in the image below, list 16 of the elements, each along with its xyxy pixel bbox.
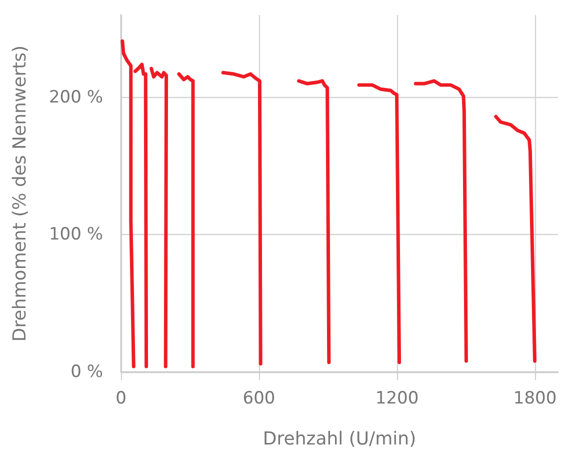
y-tick-label: 100 % xyxy=(48,224,103,245)
x-tick-label: 1200 xyxy=(375,388,419,408)
x-tick-label: 1800 xyxy=(513,388,557,408)
y-tick-label: 0 % xyxy=(70,362,103,382)
x-axis-title: Drehzahl (U/min) xyxy=(262,428,416,450)
line-series xyxy=(494,114,537,363)
x-tick-label: 0 xyxy=(116,388,126,408)
y-axis-title: Drehmoment (% des Nennwerts) xyxy=(10,45,30,342)
line-series xyxy=(177,72,195,368)
y-tick-label: 200 % xyxy=(48,87,103,108)
line-series xyxy=(297,79,331,364)
line-series xyxy=(221,70,262,366)
x-tick-label: 600 xyxy=(242,388,276,408)
line-series xyxy=(150,66,168,368)
line-series xyxy=(414,79,468,363)
line-series xyxy=(357,83,402,364)
